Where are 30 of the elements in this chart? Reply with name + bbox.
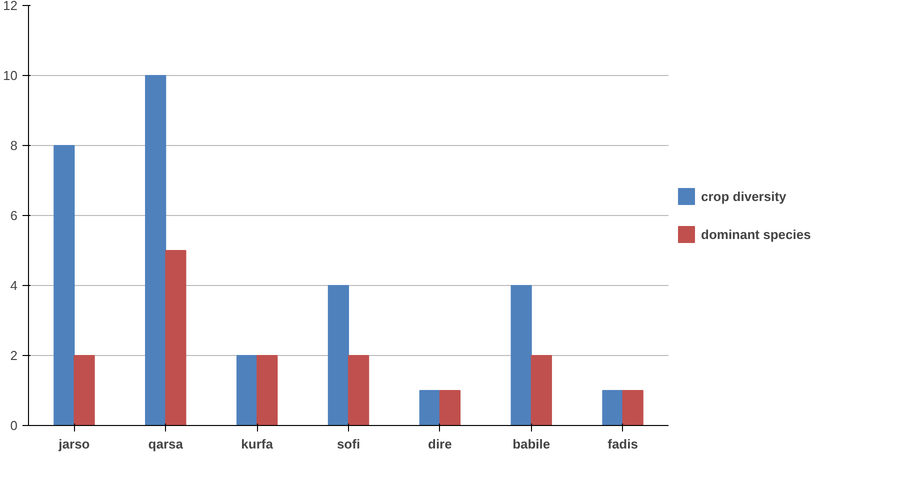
bar <box>165 250 186 426</box>
y-tick-label: 10 <box>3 68 18 83</box>
x-tick-label: kurfa <box>241 436 274 452</box>
x-tick-label: fadis <box>608 436 638 452</box>
bar <box>236 355 258 426</box>
bar <box>256 355 278 426</box>
x-tick-label: qarsa <box>148 436 184 452</box>
y-tick-label: 2 <box>10 348 18 363</box>
bar <box>622 390 644 426</box>
bar <box>74 355 95 426</box>
y-tick-label: 4 <box>10 278 18 293</box>
y-tick-label: 6 <box>10 208 18 223</box>
y-tick-label: 8 <box>10 138 18 153</box>
bar <box>348 355 370 426</box>
bar <box>54 145 75 426</box>
x-tick-label: babile <box>512 436 550 452</box>
legend-label: dominant species <box>701 226 811 242</box>
bar <box>328 285 349 426</box>
y-tick-label: 12 <box>3 0 18 13</box>
bar <box>530 355 552 426</box>
bar <box>439 390 461 426</box>
x-tick-label: jarso <box>58 436 90 452</box>
y-tick-label: 0 <box>10 418 18 433</box>
x-tick-label: sofi <box>336 436 360 452</box>
bar <box>510 285 532 426</box>
legend-label: crop diversity <box>701 188 786 204</box>
x-tick-label: dire <box>428 436 452 452</box>
bar <box>602 390 624 426</box>
bar <box>145 75 166 426</box>
bar <box>419 390 440 426</box>
